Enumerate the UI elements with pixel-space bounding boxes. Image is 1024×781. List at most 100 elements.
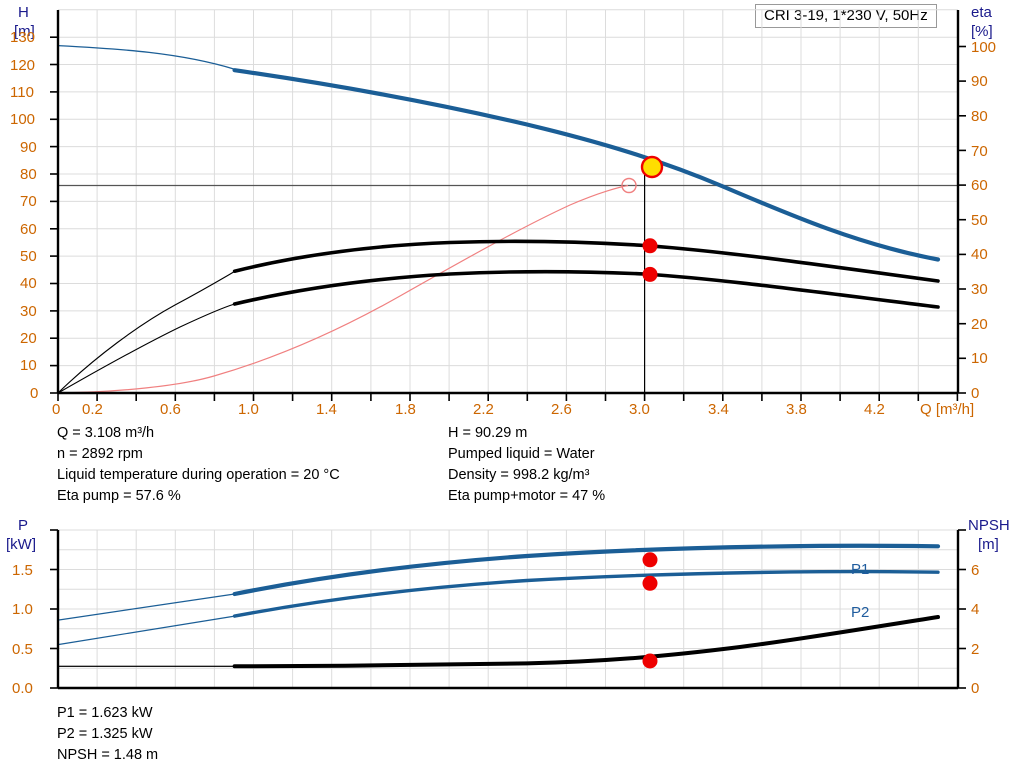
p2-curve-label: P2 xyxy=(851,604,870,621)
top-x-tick-0.2: 0.2 xyxy=(82,401,103,418)
top-x-tick-3.8: 3.8 xyxy=(786,401,807,418)
bottom-right-axis-title-line1: NPSH xyxy=(968,517,1010,534)
bottom-left-tick-1.0: 1.0 xyxy=(12,601,33,618)
top-right-tick-70: 70 xyxy=(971,143,988,160)
p2-duty-dot xyxy=(642,575,658,591)
top-grid-horizontal xyxy=(58,9,958,367)
top-left-tick-0: 0 xyxy=(30,385,39,402)
npsh-curve-thick xyxy=(232,615,940,669)
top-x-tick-0.6: 0.6 xyxy=(160,401,181,418)
eta-pump-motor-duty-dot xyxy=(642,266,658,282)
top-chart-plot xyxy=(50,9,966,401)
p1-curve-thin xyxy=(57,593,235,621)
bottom-right-tick-2: 2 xyxy=(971,641,980,658)
top-x-axis-label: Q [m³/h] xyxy=(920,401,975,418)
top-x-tick-2.6: 2.6 xyxy=(551,401,572,418)
info-bottom-line-2: NPSH = 1.48 m xyxy=(57,747,159,763)
system-curve-duty-marker xyxy=(621,177,637,194)
top-left-tick-40: 40 xyxy=(20,275,37,292)
p1-duty-dot xyxy=(642,552,658,568)
eta-pump-curve-thin xyxy=(57,271,235,394)
top-x-tick-1.8: 1.8 xyxy=(395,401,416,418)
bottom-chart-plot xyxy=(50,529,966,690)
power-info-block: P1 = 1.623 kW P2 = 1.325 kW NPSH = 1.48 … xyxy=(57,703,158,766)
top-left-tick-120: 120 xyxy=(10,57,36,74)
top-right-tick-90: 90 xyxy=(971,73,988,90)
top-right-axis-title-line2: [%] xyxy=(971,23,993,40)
bottom-left-tick-1.5: 1.5 xyxy=(12,562,33,579)
top-right-tick-100: 100 xyxy=(971,39,997,56)
top-left-tick-50: 50 xyxy=(20,248,37,265)
p1-curve-thick xyxy=(232,543,941,597)
top-x-tick-1.0: 1.0 xyxy=(238,401,259,418)
info-right-line-1: Pumped liquid = Water xyxy=(448,446,595,462)
top-left-tick-60: 60 xyxy=(20,221,37,238)
info-bottom-line-0: P1 = 1.623 kW xyxy=(57,705,153,721)
top-x-tick-1.4: 1.4 xyxy=(316,401,337,418)
bottom-left-axis-ticks xyxy=(50,529,58,689)
chart-title-box: CRI 3-19, 1*230 V, 50Hz xyxy=(755,4,937,28)
bottom-left-axis-title-line1: P xyxy=(18,517,29,534)
top-right-tick-10: 10 xyxy=(971,350,988,367)
top-left-tick-110: 110 xyxy=(10,84,34,101)
npsh-duty-dot xyxy=(642,653,658,669)
top-left-tick-100: 100 xyxy=(10,111,36,128)
bottom-right-tick-4: 4 xyxy=(971,601,980,618)
eta-pump-motor-curve-thick xyxy=(232,269,940,309)
info-right-line-3: Eta pump+motor = 47 % xyxy=(448,488,606,504)
p2-curve-thick xyxy=(232,569,940,618)
top-left-tick-130: 130 xyxy=(10,29,36,46)
info-left-line-3: Eta pump = 57.6 % xyxy=(57,488,181,504)
info-bottom-line-1: P2 = 1.325 kW xyxy=(57,726,153,742)
top-left-axis-title-line2: [m] xyxy=(14,23,35,40)
top-x-tick-3.4: 3.4 xyxy=(708,401,729,418)
eta-pump-curve-thick xyxy=(232,239,940,283)
top-left-tick-80: 80 xyxy=(20,166,37,183)
bottom-left-tick-0.0: 0.0 xyxy=(12,680,33,697)
top-left-tick-90: 90 xyxy=(20,139,37,156)
bottom-grid-horizontal xyxy=(58,529,958,669)
info-left-line-1: n = 2892 rpm xyxy=(57,446,143,462)
top-left-tick-10: 10 xyxy=(20,357,37,374)
top-x-tick-3.0: 3.0 xyxy=(629,401,650,418)
info-left-line-0: Q = 3.108 m³/h xyxy=(57,425,155,441)
top-right-tick-40: 40 xyxy=(971,246,988,263)
operating-info-right: H = 90.29 m Pumped liquid = Water Densit… xyxy=(448,423,605,507)
eta-pump-motor-curve-thin xyxy=(57,303,235,394)
top-left-tick-30: 30 xyxy=(20,303,37,320)
top-right-axis-title-line1: eta xyxy=(971,4,992,21)
bottom-right-axis-ticks xyxy=(958,529,966,689)
top-x-tick-4.2: 4.2 xyxy=(864,401,885,418)
eta-pump-duty-dot xyxy=(642,238,658,254)
head-curve-thick xyxy=(232,68,941,262)
top-right-tick-20: 20 xyxy=(971,316,988,333)
top-left-tick-70: 70 xyxy=(20,193,37,210)
info-right-line-2: Density = 998.2 kg/m³ xyxy=(448,467,590,483)
top-right-tick-50: 50 xyxy=(971,212,988,229)
top-right-tick-80: 80 xyxy=(971,108,988,125)
top-right-tick-60: 60 xyxy=(971,177,988,194)
top-x-tick-0: 0 xyxy=(52,401,61,418)
top-x-tick-2.2: 2.2 xyxy=(473,401,494,418)
top-right-axis-ticks xyxy=(958,45,966,394)
info-right-line-0: H = 90.29 m xyxy=(448,425,528,441)
bottom-left-axis-title-line2: [kW] xyxy=(6,536,36,553)
system-resistance-curve xyxy=(57,184,629,394)
operating-info-left: Q = 3.108 m³/h n = 2892 rpm Liquid tempe… xyxy=(57,423,340,507)
bottom-right-tick-6: 6 xyxy=(971,562,980,579)
power-npsh-chart: P [kW] NPSH [m] xyxy=(0,513,1024,713)
p2-curve-thin xyxy=(57,615,235,646)
info-left-line-2: Liquid temperature during operation = 20… xyxy=(57,467,340,483)
top-left-tick-20: 20 xyxy=(20,330,37,347)
bottom-right-axis-title-line2: [m] xyxy=(978,536,999,553)
head-curve-thin xyxy=(57,44,235,70)
top-left-axis-title-line1: H xyxy=(18,4,29,21)
bottom-left-tick-0.5: 0.5 xyxy=(12,641,33,658)
head-eta-chart: H [m] eta [%] CRI 3-19, 1*230 V, 50Hz xyxy=(10,4,997,418)
bottom-right-tick-0: 0 xyxy=(971,680,980,697)
top-right-tick-0: 0 xyxy=(971,385,980,402)
top-x-axis-ticks xyxy=(57,393,959,401)
top-right-tick-30: 30 xyxy=(971,281,988,298)
p1-curve-label: P1 xyxy=(851,561,870,578)
